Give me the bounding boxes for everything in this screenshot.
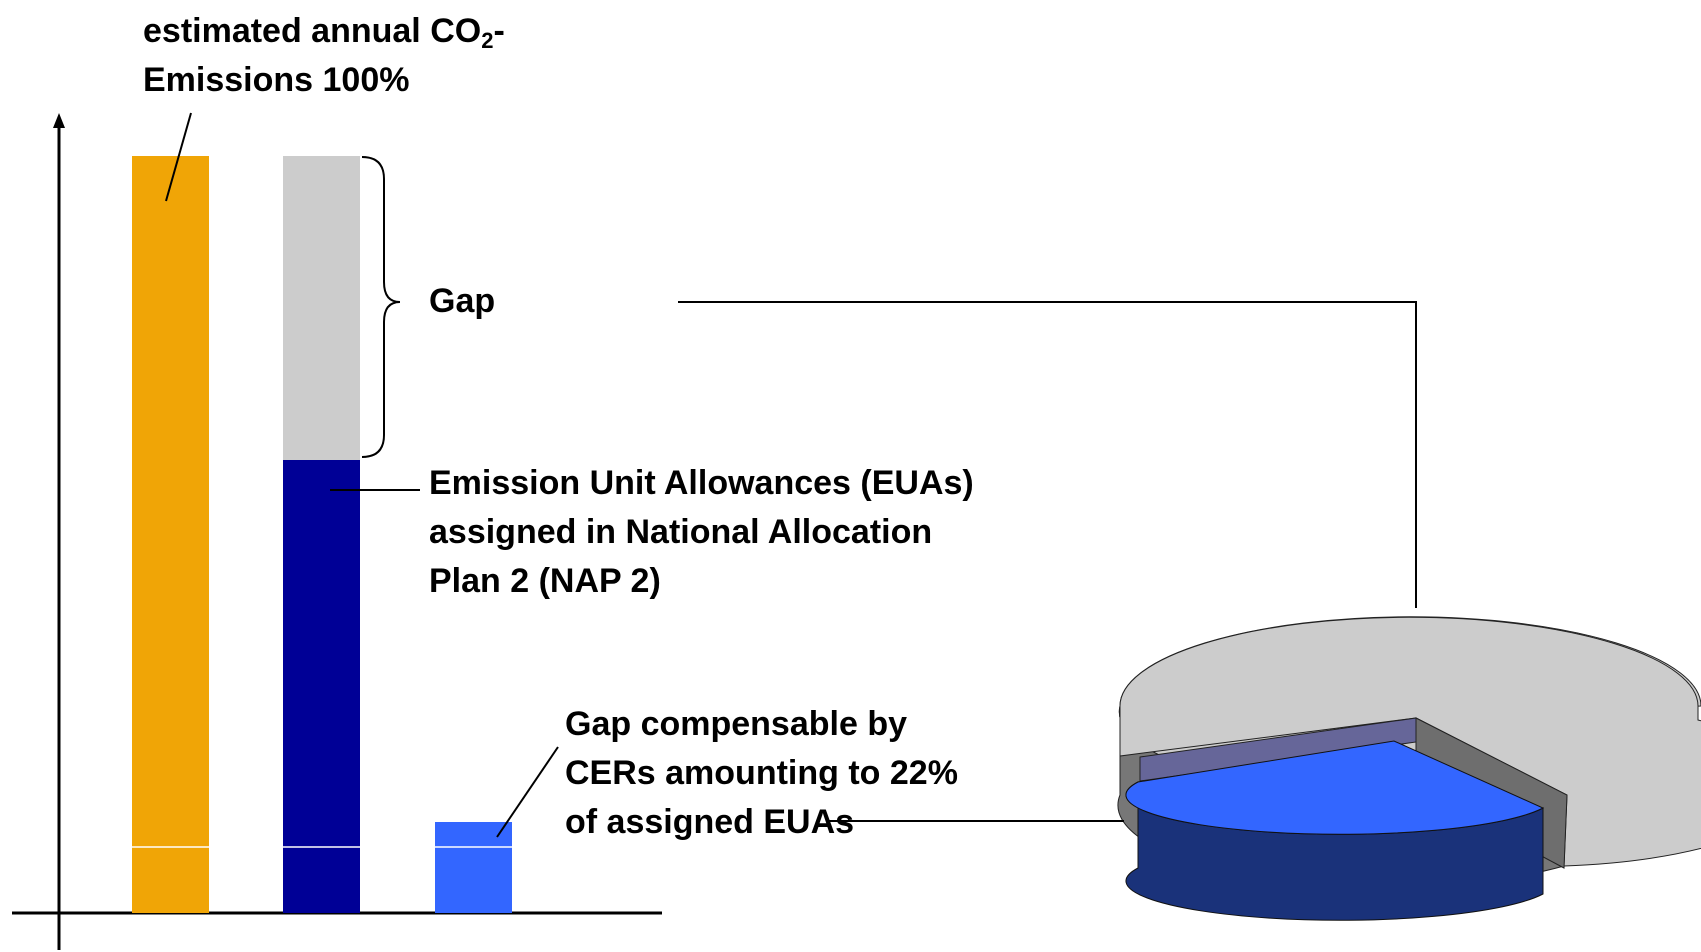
- y-axis-arrowhead: [53, 113, 65, 128]
- gap-connector-line: [678, 301, 1417, 608]
- cer-label-line1: Gap compensable by: [565, 705, 907, 743]
- pie-inner-wall: [1139, 717, 1417, 782]
- emissions-label: estimated annual CO2- Emissions 100%: [143, 7, 505, 105]
- gap-brace: [361, 156, 401, 458]
- cer-label-line3: of assigned EUAs: [565, 803, 855, 841]
- bar-gap: [283, 156, 360, 460]
- eua-label-line3: Plan 2 (NAP 2): [429, 562, 661, 600]
- eua-label: Emission Unit Allowances (EUAs) assigned…: [429, 459, 974, 606]
- bar-cer: [435, 822, 512, 913]
- emissions-label-line2: Emissions 100%: [143, 61, 410, 99]
- eua-label-line1: Emission Unit Allowances (EUAs): [429, 464, 974, 502]
- pie-chart: [1117, 616, 1701, 921]
- cer-label-line2: CERs amounting to 22%: [565, 754, 958, 792]
- eua-label-line2: assigned in National Allocation: [429, 513, 933, 551]
- emissions-leader-line: [165, 112, 192, 202]
- pie-top-main-surface: [1119, 616, 1701, 867]
- bar-eua: [283, 460, 360, 913]
- cer-label: Gap compensable by CERs amounting to 22%…: [565, 700, 958, 847]
- gap-label: Gap: [429, 282, 496, 320]
- bar-emissions: [132, 156, 209, 913]
- pie-slice-cer-top: [1125, 740, 1545, 835]
- emissions-label-line1: estimated annual CO2-: [143, 12, 505, 53]
- cer-leader-line: [496, 746, 559, 838]
